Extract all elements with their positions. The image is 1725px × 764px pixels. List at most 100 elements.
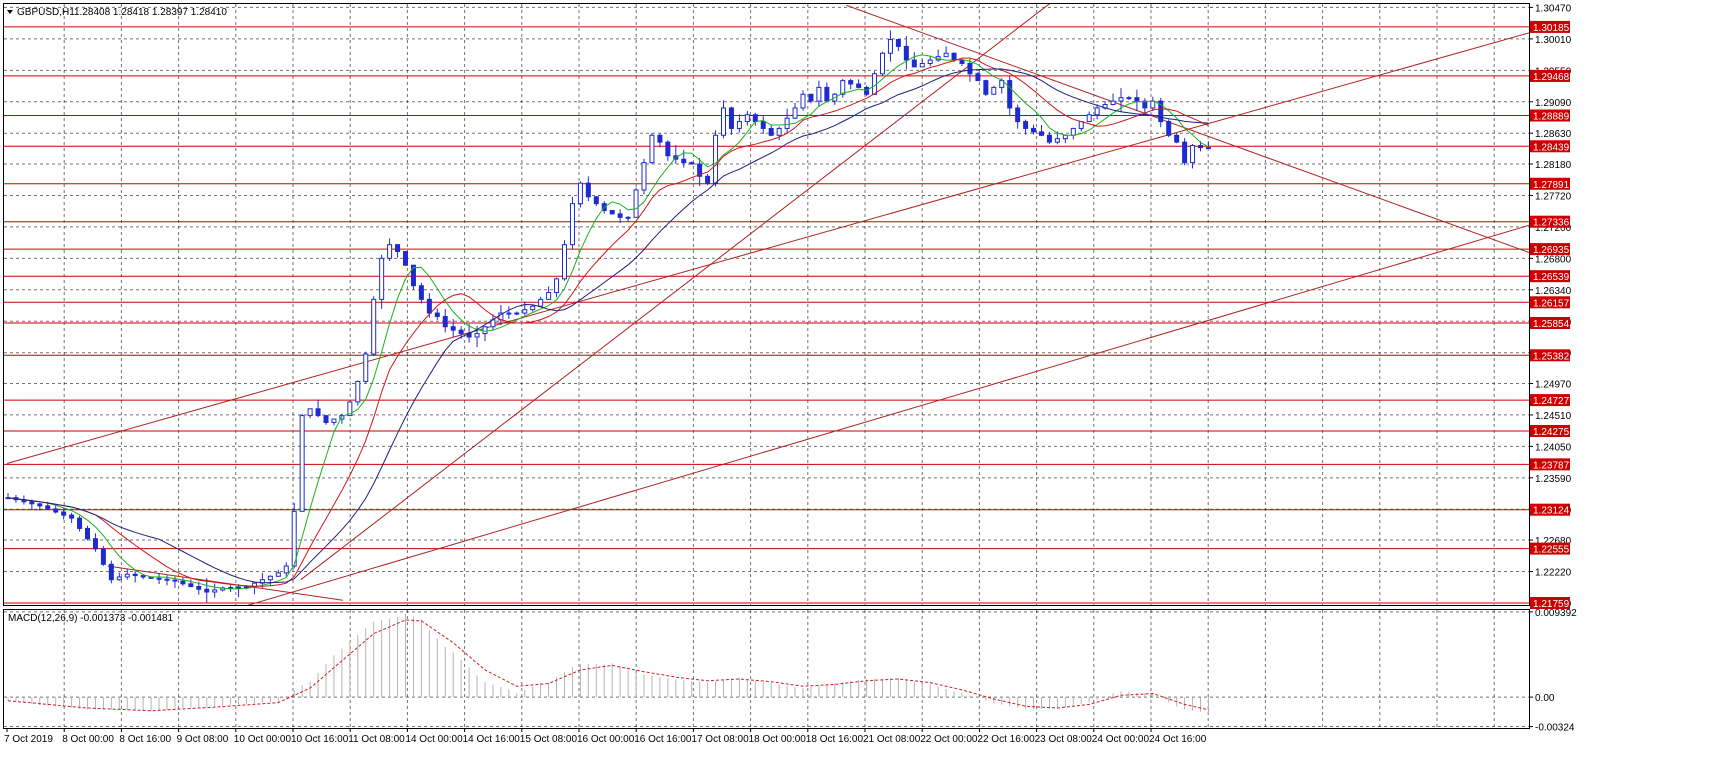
- candle-body: [625, 216, 631, 219]
- candle-body: [975, 73, 981, 82]
- level-tag: [1530, 394, 1570, 407]
- time-tick-label: 16 Oct 16:00: [634, 734, 692, 745]
- candle-body: [426, 298, 432, 314]
- time-tick-label: 22 Oct 00:00: [920, 734, 978, 745]
- level-tag-label: 1.24275: [1533, 427, 1570, 438]
- time-tick-label: 23 Oct 08:00: [1035, 734, 1093, 745]
- candle-body: [1007, 80, 1013, 109]
- candle-body: [1142, 100, 1148, 109]
- time-tick-label: 10 Oct 00:00: [234, 734, 292, 745]
- candle-body: [108, 563, 114, 581]
- candle-body: [562, 244, 567, 280]
- candle-body: [140, 575, 146, 578]
- candle-body: [959, 59, 965, 64]
- collapse-triangle-icon[interactable]: [7, 10, 13, 14]
- candle-body: [1023, 121, 1029, 129]
- candle-body: [983, 80, 989, 95]
- candle-body: [482, 326, 488, 335]
- candle-body: [943, 52, 949, 58]
- candle-body: [593, 196, 599, 205]
- candle-body: [919, 62, 925, 68]
- candle-body: [212, 589, 218, 593]
- time-tick-label: 24 Oct 16:00: [1149, 734, 1207, 745]
- candle-body: [291, 510, 297, 567]
- trendline: [846, 4, 1529, 253]
- candle-body: [824, 86, 830, 102]
- trendline: [300, 4, 1051, 581]
- price-tick-label: 1.30010: [1535, 35, 1572, 46]
- candle-body: [816, 86, 822, 102]
- candle-body: [323, 415, 329, 423]
- candle-body: [116, 576, 122, 581]
- candle-body: [721, 107, 726, 136]
- candle-body: [569, 203, 575, 246]
- candle-body: [1015, 107, 1021, 123]
- macd-signal: [7, 619, 1209, 712]
- candle-body: [681, 158, 687, 164]
- candle-body: [37, 503, 43, 507]
- symbol-header: GBPUSD,H1: [17, 7, 75, 18]
- candle-body: [371, 298, 377, 355]
- candle-body: [395, 244, 401, 253]
- level-tag: [1530, 20, 1570, 33]
- time-tick-label: 10 Oct 16:00: [291, 734, 349, 745]
- time-tick-label: 14 Oct 16:00: [463, 734, 521, 745]
- candle-body: [315, 408, 321, 417]
- candle-body: [387, 244, 393, 259]
- ma-mid-line: [7, 57, 1209, 587]
- candle-body: [895, 39, 901, 47]
- price-tick-label: 1.23590: [1535, 474, 1572, 485]
- price-tick-label: 1.28180: [1535, 160, 1572, 171]
- moving-averages: [7, 54, 1209, 590]
- candle-body: [85, 527, 90, 540]
- price-tick-label: 1.29090: [1535, 98, 1572, 109]
- macd-axis: 0.009392 0.00 -0.00324: [1529, 608, 1577, 734]
- level-tag: [1530, 270, 1570, 283]
- candle-body: [514, 312, 520, 315]
- level-tag: [1530, 317, 1570, 330]
- price-tick-label: 1.28630: [1535, 129, 1572, 140]
- candle-body: [744, 114, 750, 123]
- main-panel-frame: [3, 3, 1530, 606]
- candle-body: [585, 182, 591, 198]
- level-tag-label: 1.22555: [1533, 545, 1570, 556]
- candle-body: [347, 401, 353, 417]
- candle-body: [283, 565, 289, 574]
- candle-body: [156, 577, 162, 580]
- ohlc-header: 1.28408 1.28418 1.28397 1.28410: [74, 7, 227, 18]
- candle-body: [808, 93, 814, 102]
- candle-body: [53, 508, 59, 513]
- time-tick-label: 15 Oct 08:00: [520, 734, 578, 745]
- price-tick-label: 1.24970: [1535, 379, 1572, 390]
- candle-body: [434, 312, 440, 317]
- candle-body: [442, 315, 448, 328]
- candle-body: [1070, 127, 1076, 136]
- level-tag: [1530, 69, 1570, 82]
- candle-body: [649, 134, 655, 164]
- candle-body: [1046, 134, 1052, 143]
- candle-body: [1118, 97, 1124, 102]
- time-tick-label: 22 Oct 16:00: [977, 734, 1035, 745]
- macd-signal-line: [7, 619, 1209, 712]
- candle-body: [880, 52, 885, 75]
- macd-tick-label: -0.00324: [1535, 723, 1575, 734]
- candle-body: [1198, 145, 1203, 149]
- candle-body: [45, 505, 51, 510]
- candle-body: [1166, 121, 1172, 136]
- price-tick-label: 1.27260: [1535, 223, 1572, 234]
- level-tag: [1530, 597, 1570, 610]
- candle-body: [697, 163, 703, 177]
- candle-body: [77, 517, 83, 529]
- time-tick-label: 24 Oct 00:00: [1092, 734, 1150, 745]
- candle-body: [665, 141, 671, 157]
- price-tick-label: 1.24510: [1535, 411, 1572, 422]
- candle-body: [617, 213, 623, 218]
- candle-body: [927, 59, 933, 64]
- level-tag: [1530, 349, 1570, 362]
- level-tag-label: 1.21759: [1533, 599, 1570, 610]
- time-tick-label: 16 Oct 00:00: [577, 734, 635, 745]
- level-tag-label: 1.26157: [1533, 298, 1570, 309]
- candle-body: [355, 380, 361, 403]
- candle-body: [379, 257, 385, 300]
